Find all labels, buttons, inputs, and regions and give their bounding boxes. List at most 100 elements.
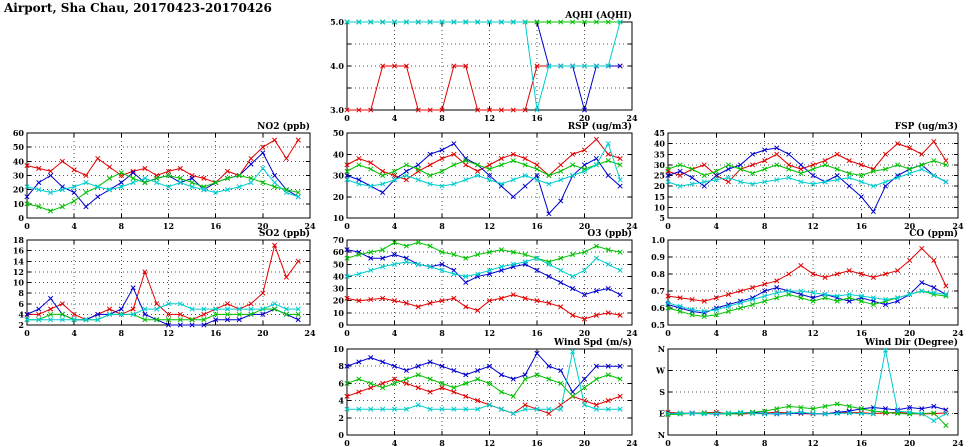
- svg-text:35: 35: [654, 149, 665, 159]
- svg-text:12: 12: [807, 221, 818, 231]
- svg-text:8: 8: [762, 438, 768, 447]
- svg-text:50: 50: [13, 142, 25, 152]
- svg-text:24: 24: [952, 438, 964, 447]
- svg-text:8: 8: [119, 328, 125, 338]
- chart-no2: 0 10 20 30 40 50 60 0 4 8 12 16 20 24 NO2 (ppb): [1, 120, 316, 234]
- svg-text:16: 16: [210, 221, 222, 231]
- chart-fsp: 5 10 15 20 25 30 35 40 45 0 4 8 12 16 20 24 FSP (ug/m3): [642, 120, 964, 234]
- svg-text:20: 20: [904, 328, 916, 338]
- svg-text:8: 8: [439, 113, 445, 123]
- svg-text:8: 8: [18, 288, 24, 298]
- svg-text:0: 0: [338, 320, 344, 330]
- svg-text:N: N: [658, 344, 665, 354]
- svg-text:50: 50: [333, 259, 345, 269]
- chart-canvas-co: 0.5 0.6 0.7 0.8 0.9 1.0 0 4 8 12 16 20 24 CO (ppm): [651, 228, 964, 338]
- chart-aqhi: 3.0 4.0 5.0 0 4 8 12 16 20 24 AQHI (AQHI): [321, 9, 638, 126]
- svg-text:10: 10: [13, 199, 25, 209]
- svg-text:16: 16: [531, 113, 543, 123]
- svg-text:20: 20: [579, 113, 591, 123]
- svg-text:0: 0: [24, 328, 30, 338]
- svg-text:12: 12: [484, 328, 495, 338]
- svg-text:12: 12: [807, 328, 818, 338]
- svg-text:30: 30: [333, 284, 345, 294]
- page-title: Airport, Sha Chau, 20170423-20170426: [4, 1, 272, 15]
- svg-text:4: 4: [714, 438, 720, 447]
- svg-text:20: 20: [579, 328, 591, 338]
- svg-text:0.5: 0.5: [651, 320, 665, 330]
- svg-text:30: 30: [13, 171, 25, 181]
- svg-text:SO2 (ppb): SO2 (ppb): [259, 228, 310, 239]
- svg-text:4: 4: [392, 328, 398, 338]
- svg-text:4: 4: [392, 438, 398, 447]
- svg-text:10: 10: [333, 344, 345, 354]
- svg-text:0: 0: [344, 438, 350, 447]
- svg-text:5: 5: [659, 213, 665, 223]
- svg-text:30: 30: [654, 160, 666, 170]
- svg-text:60: 60: [13, 128, 25, 138]
- svg-text:16: 16: [531, 328, 543, 338]
- svg-text:20: 20: [333, 296, 345, 306]
- svg-text:24: 24: [626, 113, 638, 123]
- svg-text:24: 24: [304, 328, 316, 338]
- svg-text:6: 6: [338, 378, 344, 388]
- svg-text:4.0: 4.0: [330, 61, 344, 71]
- svg-text:40: 40: [654, 139, 666, 149]
- svg-text:25: 25: [654, 171, 665, 181]
- svg-text:4: 4: [392, 221, 398, 231]
- svg-text:30: 30: [333, 171, 345, 181]
- svg-text:5.0: 5.0: [330, 17, 344, 27]
- svg-text:12: 12: [484, 221, 495, 231]
- svg-text:0: 0: [344, 113, 350, 123]
- svg-text:AQHI (AQHI): AQHI (AQHI): [564, 10, 632, 21]
- svg-text:0: 0: [18, 213, 24, 223]
- svg-text:0.8: 0.8: [651, 269, 665, 279]
- svg-text:24: 24: [952, 221, 964, 231]
- chart-canvas-aqhi: 3.0 4.0 5.0 0 4 8 12 16 20 24 AQHI (AQHI): [330, 10, 638, 123]
- svg-text:15: 15: [654, 192, 665, 202]
- svg-text:3.0: 3.0: [330, 105, 344, 115]
- svg-text:4: 4: [714, 328, 720, 338]
- svg-text:70: 70: [333, 235, 345, 245]
- svg-text:40: 40: [333, 149, 345, 159]
- svg-text:24: 24: [626, 438, 638, 447]
- svg-text:10: 10: [333, 213, 345, 223]
- svg-text:40: 40: [13, 156, 25, 166]
- svg-text:0: 0: [665, 438, 671, 447]
- svg-text:4: 4: [338, 396, 344, 406]
- chart-so2: 2 4 6 8 10 12 14 16 18 0 4 8 12 16 20 24 SO2 (ppb): [1, 227, 316, 341]
- svg-text:20: 20: [579, 221, 591, 231]
- svg-text:8: 8: [439, 221, 445, 231]
- svg-text:4: 4: [71, 221, 77, 231]
- svg-text:8: 8: [762, 328, 768, 338]
- svg-text:N: N: [658, 430, 665, 440]
- svg-text:FSP (ug/m3): FSP (ug/m3): [895, 121, 958, 132]
- svg-text:4: 4: [71, 328, 77, 338]
- svg-text:4: 4: [18, 309, 24, 319]
- svg-text:12: 12: [807, 438, 818, 447]
- svg-text:4: 4: [714, 221, 720, 231]
- svg-text:18: 18: [13, 235, 25, 245]
- svg-text:S: S: [659, 387, 665, 397]
- svg-text:NO2 (ppb): NO2 (ppb): [257, 121, 310, 132]
- svg-text:0.9: 0.9: [651, 252, 665, 262]
- svg-text:0: 0: [665, 328, 671, 338]
- svg-text:45: 45: [654, 128, 665, 138]
- svg-text:0: 0: [338, 430, 344, 440]
- svg-text:24: 24: [304, 221, 316, 231]
- svg-text:14: 14: [13, 256, 25, 266]
- svg-text:0: 0: [344, 328, 350, 338]
- svg-text:6: 6: [18, 299, 24, 309]
- chart-o3: 0 10 20 30 40 50 60 70 0 4 8 12 16 20 24 O3 (ppb): [321, 227, 638, 341]
- svg-text:60: 60: [333, 247, 345, 257]
- svg-text:W: W: [655, 366, 666, 376]
- svg-text:0.6: 0.6: [651, 303, 665, 313]
- svg-text:16: 16: [531, 221, 543, 231]
- chart-wind-direction: N E S W N 0 4 8 12 16 20 24 Wind Dir (Degree): [642, 336, 964, 447]
- svg-text:0.7: 0.7: [651, 286, 665, 296]
- svg-text:8: 8: [338, 361, 344, 371]
